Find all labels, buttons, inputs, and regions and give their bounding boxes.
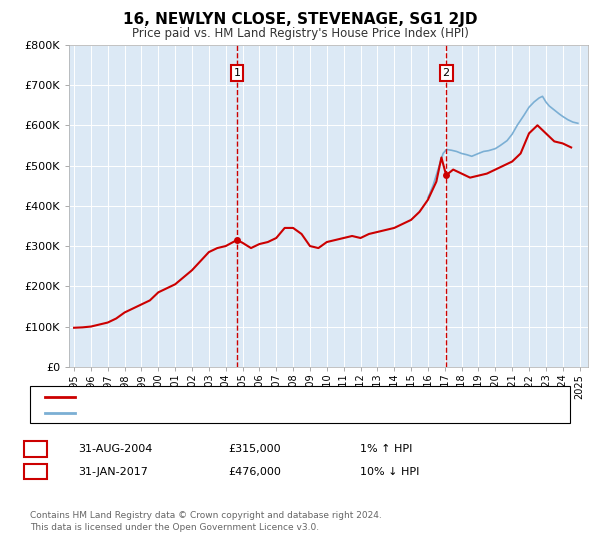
Text: 31-JAN-2017: 31-JAN-2017: [78, 466, 148, 477]
Text: 10% ↓ HPI: 10% ↓ HPI: [360, 466, 419, 477]
Text: 1% ↑ HPI: 1% ↑ HPI: [360, 444, 412, 454]
Text: 2: 2: [443, 68, 450, 78]
Text: 1: 1: [233, 68, 241, 78]
Text: 16, NEWLYN CLOSE, STEVENAGE, SG1 2JD: 16, NEWLYN CLOSE, STEVENAGE, SG1 2JD: [123, 12, 477, 27]
Text: 2: 2: [32, 466, 39, 477]
Text: Price paid vs. HM Land Registry's House Price Index (HPI): Price paid vs. HM Land Registry's House …: [131, 27, 469, 40]
Text: £315,000: £315,000: [228, 444, 281, 454]
Text: HPI: Average price, detached house, Stevenage: HPI: Average price, detached house, Stev…: [81, 408, 329, 418]
Text: 31-AUG-2004: 31-AUG-2004: [78, 444, 152, 454]
Text: 16, NEWLYN CLOSE, STEVENAGE, SG1 2JD (detached house): 16, NEWLYN CLOSE, STEVENAGE, SG1 2JD (de…: [81, 391, 394, 402]
Text: 1: 1: [32, 444, 39, 454]
Text: Contains HM Land Registry data © Crown copyright and database right 2024.: Contains HM Land Registry data © Crown c…: [30, 511, 382, 520]
Text: This data is licensed under the Open Government Licence v3.0.: This data is licensed under the Open Gov…: [30, 523, 319, 532]
Text: £476,000: £476,000: [228, 466, 281, 477]
